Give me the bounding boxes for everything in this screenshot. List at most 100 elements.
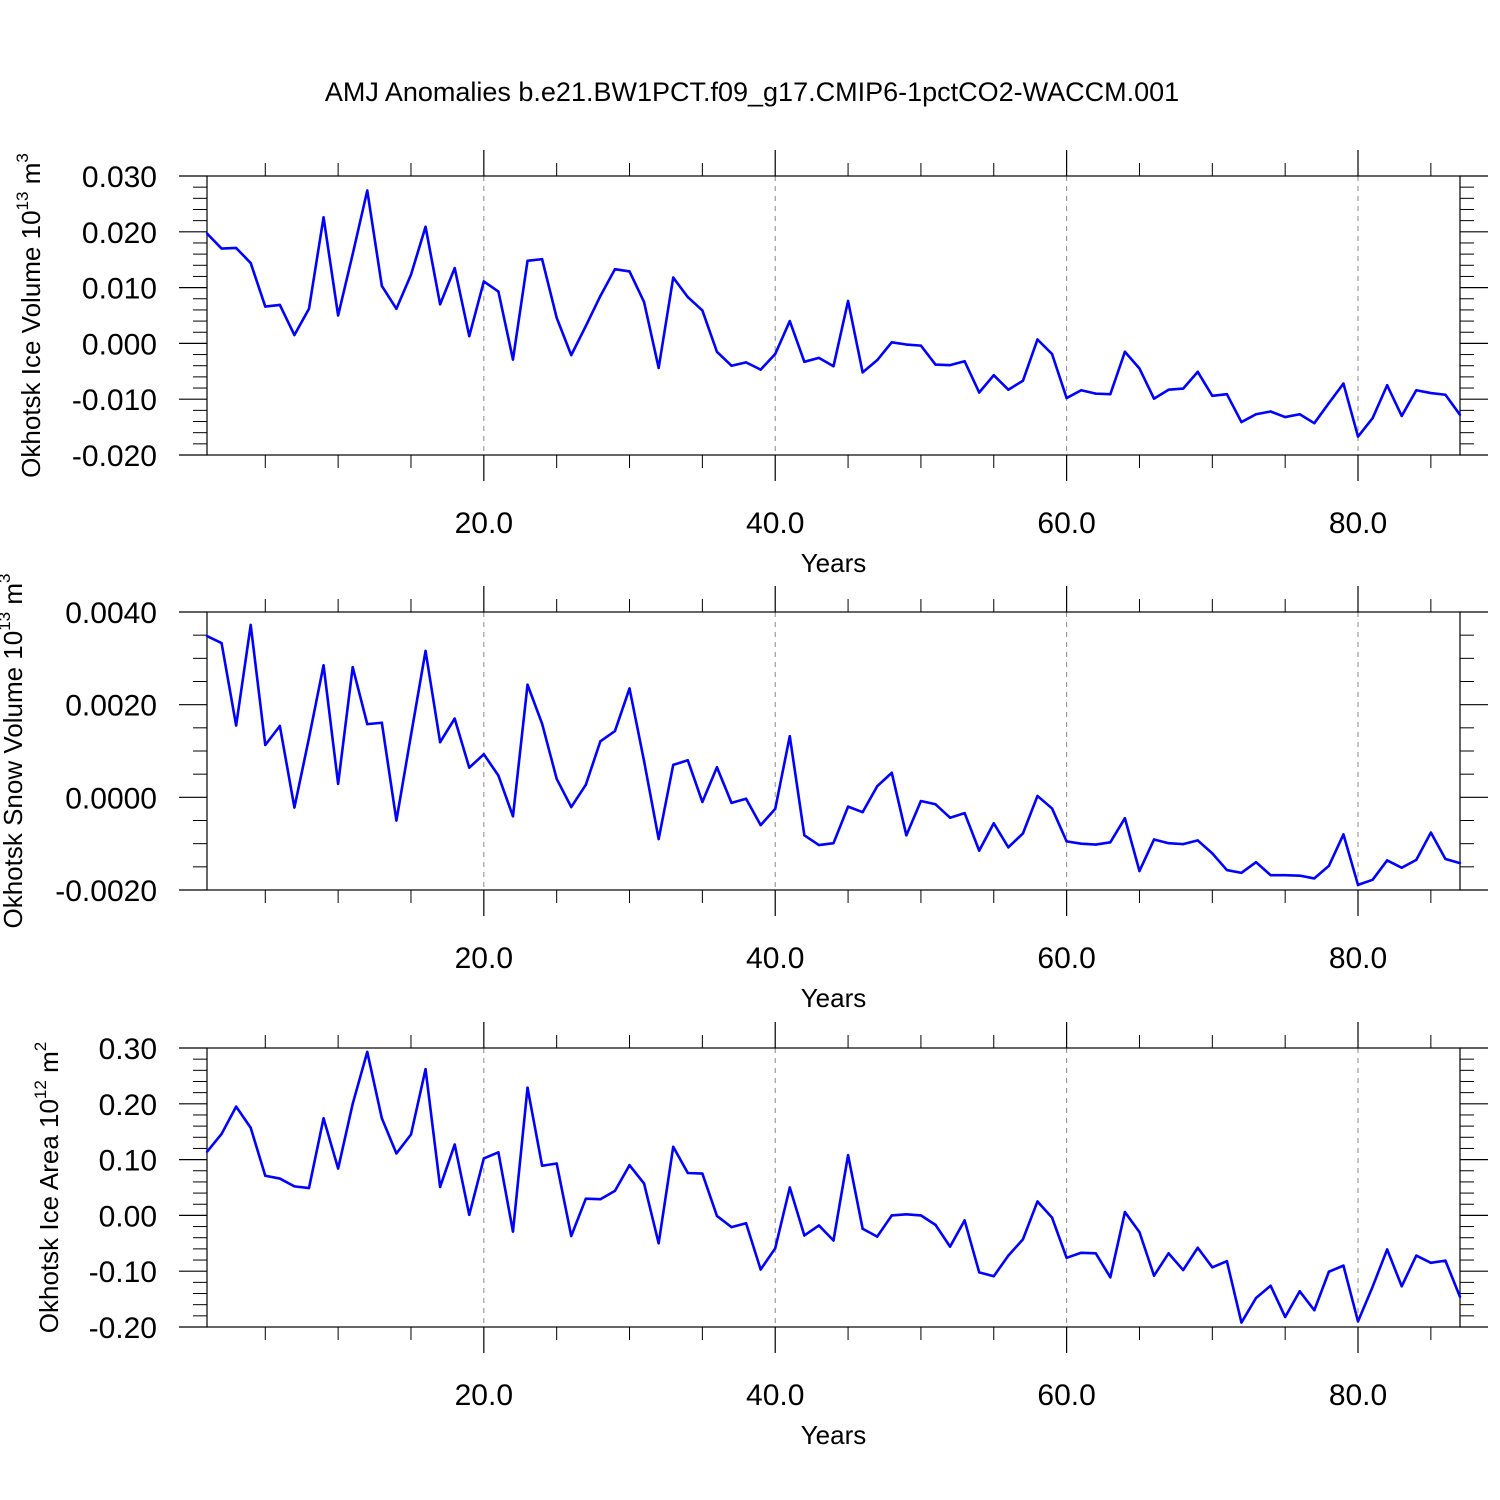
snow-volume-data-point <box>1065 840 1068 843</box>
snow-volume-data-point <box>1109 841 1112 844</box>
snow-volume-data-point <box>876 785 879 788</box>
ice-area-y-tick-label-0: 0.30 <box>99 1033 157 1066</box>
ice-area-data-point <box>1094 1252 1097 1255</box>
snow-volume-data-point <box>1050 807 1054 810</box>
ice-area-data-point <box>468 1213 471 1217</box>
snow-volume-data-point <box>293 806 296 809</box>
ice-area-data-point <box>1123 1210 1127 1214</box>
snow-volume-data-point <box>1211 852 1214 855</box>
ice-area-data-point <box>1050 1216 1054 1219</box>
snow-volume-data-point <box>774 807 777 811</box>
ice-area-data-point <box>832 1239 835 1242</box>
ice-area-data-point <box>482 1157 486 1160</box>
snow-volume-data-point <box>730 801 733 805</box>
snow-volume-data-point <box>555 777 558 780</box>
ice-volume-data-point <box>1036 338 1039 341</box>
ice-volume-data-point <box>1240 420 1243 424</box>
ice-area-data-point <box>1356 1320 1360 1323</box>
ice-volume-data-point <box>278 303 282 307</box>
ice-area-data-point <box>1342 1264 1345 1267</box>
snow-volume-data-point <box>322 664 325 667</box>
ice-area-data-point <box>672 1145 675 1148</box>
ice-volume-data-point <box>336 314 340 317</box>
ice-volume-data-point <box>351 252 354 256</box>
ice-area-data-point <box>1021 1238 1025 1241</box>
snow-volume-data-point <box>438 740 442 744</box>
snow-volume-x-axis-title: Years <box>801 983 867 1013</box>
ice-area-y-tick-label-5: -0.20 <box>89 1312 157 1345</box>
snow-volume-data-point <box>584 783 588 787</box>
snow-volume-data-point <box>1342 833 1345 836</box>
ice-volume-data-point <box>234 246 238 250</box>
ice-area-data-point <box>1167 1252 1170 1255</box>
ice-area-data-point <box>744 1222 748 1225</box>
snow-volume-data-point <box>759 823 762 827</box>
snow-volume-series-line <box>206 623 1461 887</box>
ice-volume-data-point <box>1415 389 1418 392</box>
ice-area-data-point <box>307 1186 311 1190</box>
ice-volume-data-point <box>1371 416 1374 420</box>
snow-volume-data-point <box>701 800 704 804</box>
ice-area-data-point <box>293 1185 296 1188</box>
snow-volume-y-tick-label-0: 0.0040 <box>65 597 157 630</box>
ice-area-data-point <box>366 1050 369 1054</box>
ice-volume-data-point <box>846 299 850 303</box>
snow-volume-data-point <box>234 724 238 727</box>
ice-volume-data-point <box>1211 394 1214 398</box>
ice-volume-data-point <box>1079 389 1083 392</box>
ice-area-data-point <box>1152 1274 1156 1277</box>
ice-volume-data-point <box>1342 382 1345 385</box>
ice-area-data-point <box>1254 1296 1258 1300</box>
ice-area-data-point <box>817 1224 821 1227</box>
ice-volume-data-point <box>803 360 806 364</box>
ice-volume-data-point <box>468 334 471 338</box>
snow-volume-y-axis-title-exponent: 13 <box>0 612 14 631</box>
ice-area-data-point <box>613 1189 617 1193</box>
panel-ice-area: 0.30 0.20 0.10 0.00 -0.10 -0.20 20.0 40.0 60.0 80… <box>31 1022 1488 1450</box>
ice-volume-data-point <box>1254 413 1258 416</box>
ice-volume-data-point <box>1123 350 1127 353</box>
ice-area-data-point <box>1298 1290 1301 1293</box>
ice-area-data-point <box>1225 1259 1229 1263</box>
ice-area-data-point <box>1138 1230 1141 1234</box>
snow-volume-data-point <box>1196 839 1199 842</box>
snow-volume-data-point <box>715 766 719 769</box>
snow-volume-data-point <box>1429 831 1433 834</box>
ice-volume-data-point <box>570 353 573 357</box>
ice-volume-x-tick-label-1: 40.0 <box>746 507 804 540</box>
snow-volume-data-point <box>1327 864 1331 868</box>
ice-volume-data-point <box>701 309 704 312</box>
ice-area-data-point <box>657 1242 660 1245</box>
ice-volume-data-point <box>876 358 879 362</box>
snow-volume-data-point <box>1021 832 1025 835</box>
ice-area-data-point <box>205 1150 209 1153</box>
ice-volume-data-point <box>977 391 981 394</box>
snow-volume-data-point <box>307 736 311 740</box>
ice-volume-series-line <box>206 189 1462 438</box>
ice-area-data-point <box>963 1219 966 1222</box>
snow-volume-data-point <box>264 743 267 747</box>
snow-volume-data-point <box>1385 859 1389 862</box>
ice-area-x-tick-label-2: 60.0 <box>1037 1379 1095 1412</box>
snow-volume-y-axis-title-unit-exponent: 3 <box>0 574 14 583</box>
ice-volume-y-tick-label-3: 0.000 <box>82 328 157 361</box>
ice-area-data-point <box>1036 1200 1039 1203</box>
ice-area-data-point <box>438 1185 442 1189</box>
snow-volume-y-axis-title-unit: m <box>0 583 28 612</box>
ice-volume-data-point <box>220 247 223 250</box>
ice-area-x-tick-label-3: 80.0 <box>1329 1379 1387 1412</box>
snow-volume-data-point <box>1079 842 1083 845</box>
snow-volume-data-point <box>1036 794 1039 798</box>
snow-volume-data-point <box>1138 869 1141 873</box>
ice-area-data-point <box>1211 1266 1214 1269</box>
ice-area-data-point <box>1240 1321 1243 1324</box>
ice-area-data-point <box>774 1247 777 1250</box>
ice-area-data-point <box>526 1086 529 1089</box>
ice-area-data-point <box>861 1227 864 1230</box>
ice-area-data-point <box>234 1105 238 1108</box>
ice-area-data-point <box>846 1153 850 1157</box>
ice-volume-data-point <box>380 284 384 288</box>
snow-volume-data-point <box>497 774 500 777</box>
snow-volume-data-point <box>803 834 806 837</box>
